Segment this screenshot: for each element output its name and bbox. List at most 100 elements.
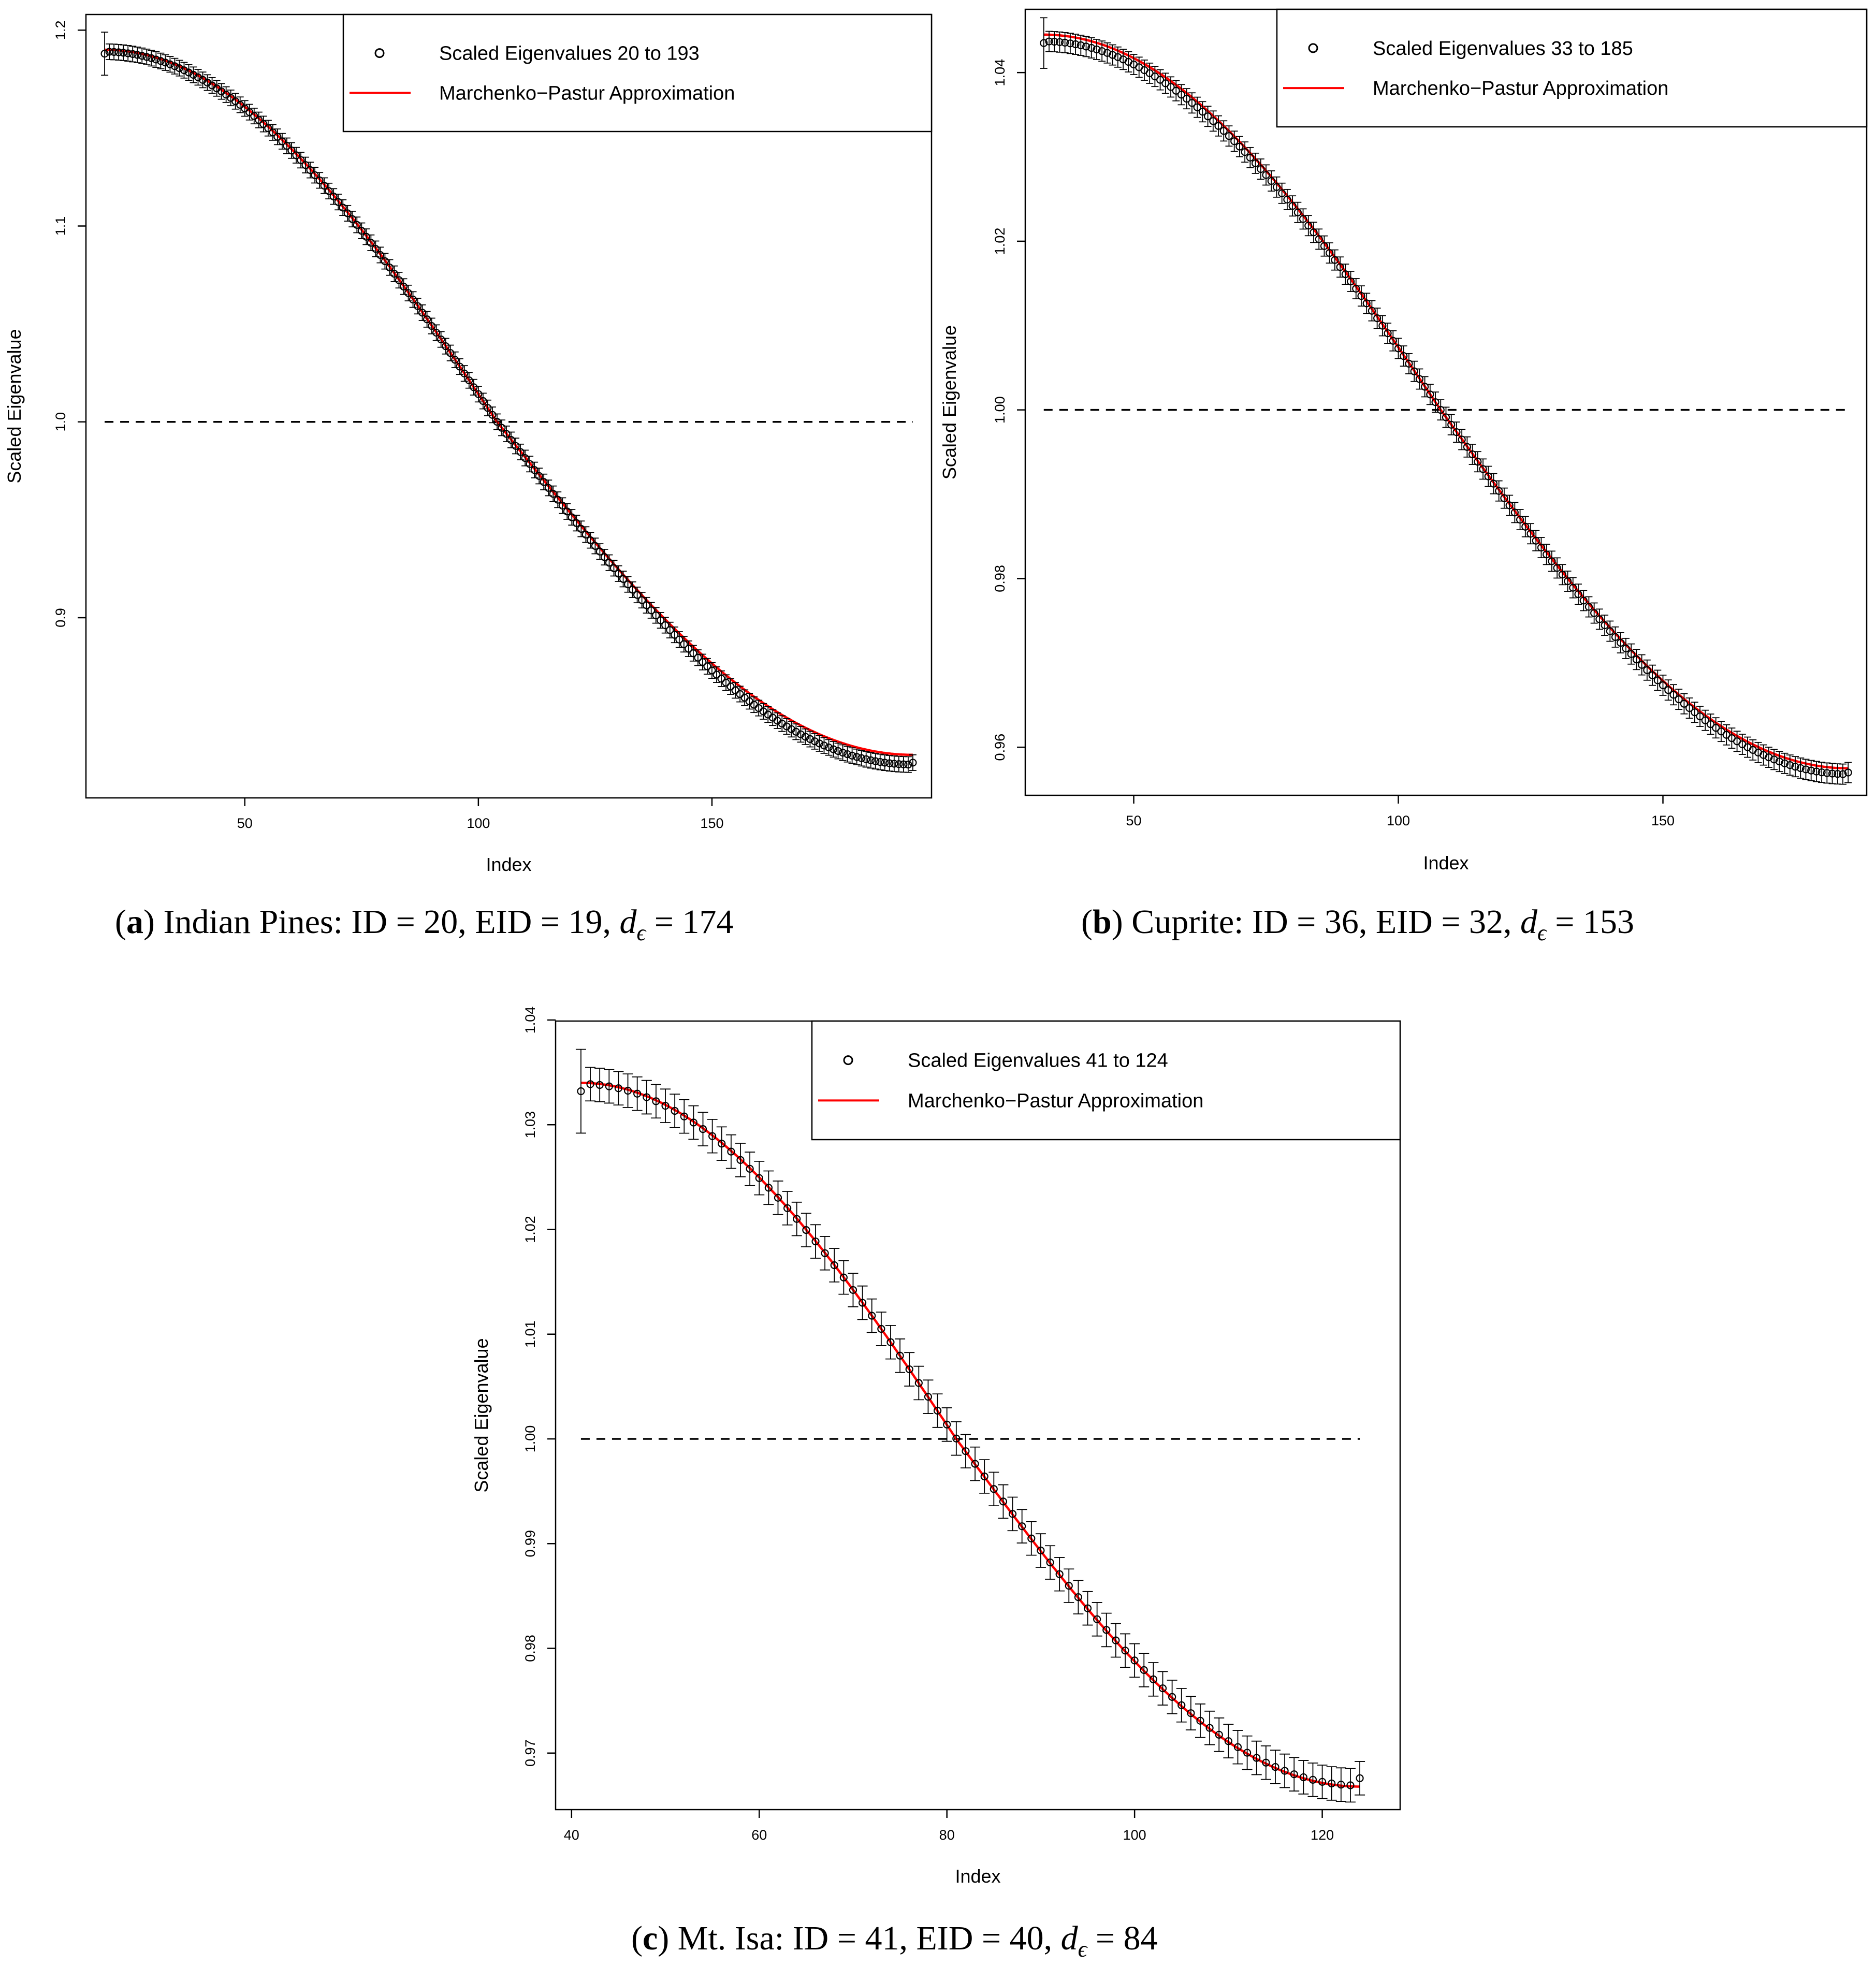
eigenvalue-point [1384, 323, 1392, 344]
data-point [273, 133, 282, 141]
data-point [1140, 1666, 1148, 1674]
eigenvalue-point [1579, 590, 1588, 611]
data-point [549, 490, 557, 498]
eigenvalue-point [1172, 80, 1180, 101]
data-point [600, 553, 609, 561]
eigenvalue-point [530, 461, 539, 478]
eigenvalue-point [838, 1260, 849, 1295]
data-point [526, 460, 534, 468]
data-point [671, 1106, 679, 1115]
eigenvalue-point [585, 1067, 596, 1102]
legend-line-label: Marchenko−Pastur Approximation [908, 1090, 1203, 1112]
eigenvalue-point [1812, 761, 1821, 782]
eigenvalue-point [1447, 414, 1456, 435]
data-point [255, 116, 263, 124]
data-point [1318, 1778, 1327, 1786]
eigenvalue-point [1320, 235, 1329, 257]
data-point [1310, 228, 1318, 237]
eigenvalue-point [866, 1298, 877, 1333]
eigenvalue-point [1659, 674, 1667, 696]
data-point [1121, 1647, 1129, 1655]
eigenvalue-point [689, 645, 697, 662]
data-point [1040, 39, 1048, 47]
data-point [628, 586, 637, 594]
data-point [334, 198, 342, 206]
data-point [1356, 1774, 1364, 1782]
eigenvalue-point [470, 378, 478, 396]
legend-point-marker [1308, 43, 1318, 53]
data-point [1685, 704, 1694, 712]
x-axis-title: Index [955, 1866, 1000, 1887]
eigenvalue-point [343, 205, 352, 222]
data-point [395, 276, 403, 284]
data-point [1701, 716, 1709, 724]
data-point [1082, 42, 1090, 51]
eigenvalue-point [1611, 626, 1620, 648]
eigenvalue-point [484, 399, 492, 416]
eigenvalue-point [1270, 1750, 1281, 1784]
eigenvalue-point [119, 44, 127, 61]
eigenvalue-point [1341, 264, 1349, 285]
legend-line-label: Marchenko−Pastur Approximation [1373, 78, 1668, 99]
data-point [821, 1249, 829, 1257]
eigenvalue-point [697, 1112, 708, 1146]
data-point [1304, 222, 1313, 230]
panel-caption: (a) Indian Pines: ID = 20, EID = 19, dϵ … [115, 903, 733, 945]
eigenvalue-point [1188, 92, 1196, 114]
data-point [1807, 766, 1815, 775]
data-point [502, 430, 511, 438]
data-point [708, 666, 716, 675]
eigenvalue-point [297, 152, 305, 169]
eigenvalue-point [1675, 689, 1683, 710]
eigenvalue-point [1653, 669, 1662, 691]
eigenvalue-point [778, 715, 786, 732]
eigenvalue-point [1484, 465, 1492, 487]
eigenvalue-point [413, 298, 422, 315]
eigenvalue-point [203, 74, 212, 91]
eigenvalue-point [679, 1099, 690, 1134]
eigenvalue-point [1176, 1688, 1187, 1723]
eigenvalue-point [1203, 106, 1212, 127]
data-point [647, 606, 656, 615]
eigenvalue-point [399, 278, 408, 295]
data-point [1066, 39, 1074, 48]
chart-panel-b: 50 100 150 0.96 0.98 1.00 1.02 1.04 Index Scaled … [939, 8, 1868, 945]
eigenvalue-point [754, 1161, 765, 1196]
data-point [278, 137, 286, 145]
data-point [1537, 543, 1546, 552]
data-point [1627, 650, 1635, 658]
data-point [409, 295, 417, 304]
data-point [839, 1273, 848, 1281]
eigenvalue-point [1310, 222, 1318, 243]
eigenvalue-point [1405, 353, 1413, 374]
data-point [871, 757, 880, 765]
eigenvalue-point [142, 48, 151, 65]
x-tick-label: 150 [1651, 813, 1675, 828]
eigenvalue-point [1510, 502, 1519, 523]
eigenvalue-point [810, 1224, 821, 1259]
eigenvalue-point [1532, 530, 1540, 551]
eigenvalue-point [1082, 1591, 1093, 1626]
data-point [605, 1082, 613, 1090]
eigenvalue-point [680, 636, 688, 653]
y-tick-label: 0.98 [992, 565, 1008, 592]
eigenvalue-point [605, 554, 614, 571]
data-point [895, 760, 903, 768]
data-point [1442, 413, 1450, 421]
data-point [371, 245, 380, 253]
eigenvalue-point [1040, 17, 1048, 69]
data-point [1262, 171, 1270, 179]
eigenvalue-point [152, 51, 160, 68]
data-point [619, 575, 628, 583]
data-point [1426, 390, 1434, 399]
data-point [1055, 38, 1064, 46]
data-point [1389, 337, 1397, 345]
data-point [479, 397, 487, 405]
data-point [885, 759, 894, 767]
data-point [1436, 405, 1445, 414]
eigenvalue-point [594, 1068, 605, 1102]
eigenvalue-point [796, 726, 805, 743]
data-point [755, 1174, 763, 1182]
eigenvalue-point [1352, 278, 1360, 299]
eigenvalue-point [844, 746, 852, 763]
